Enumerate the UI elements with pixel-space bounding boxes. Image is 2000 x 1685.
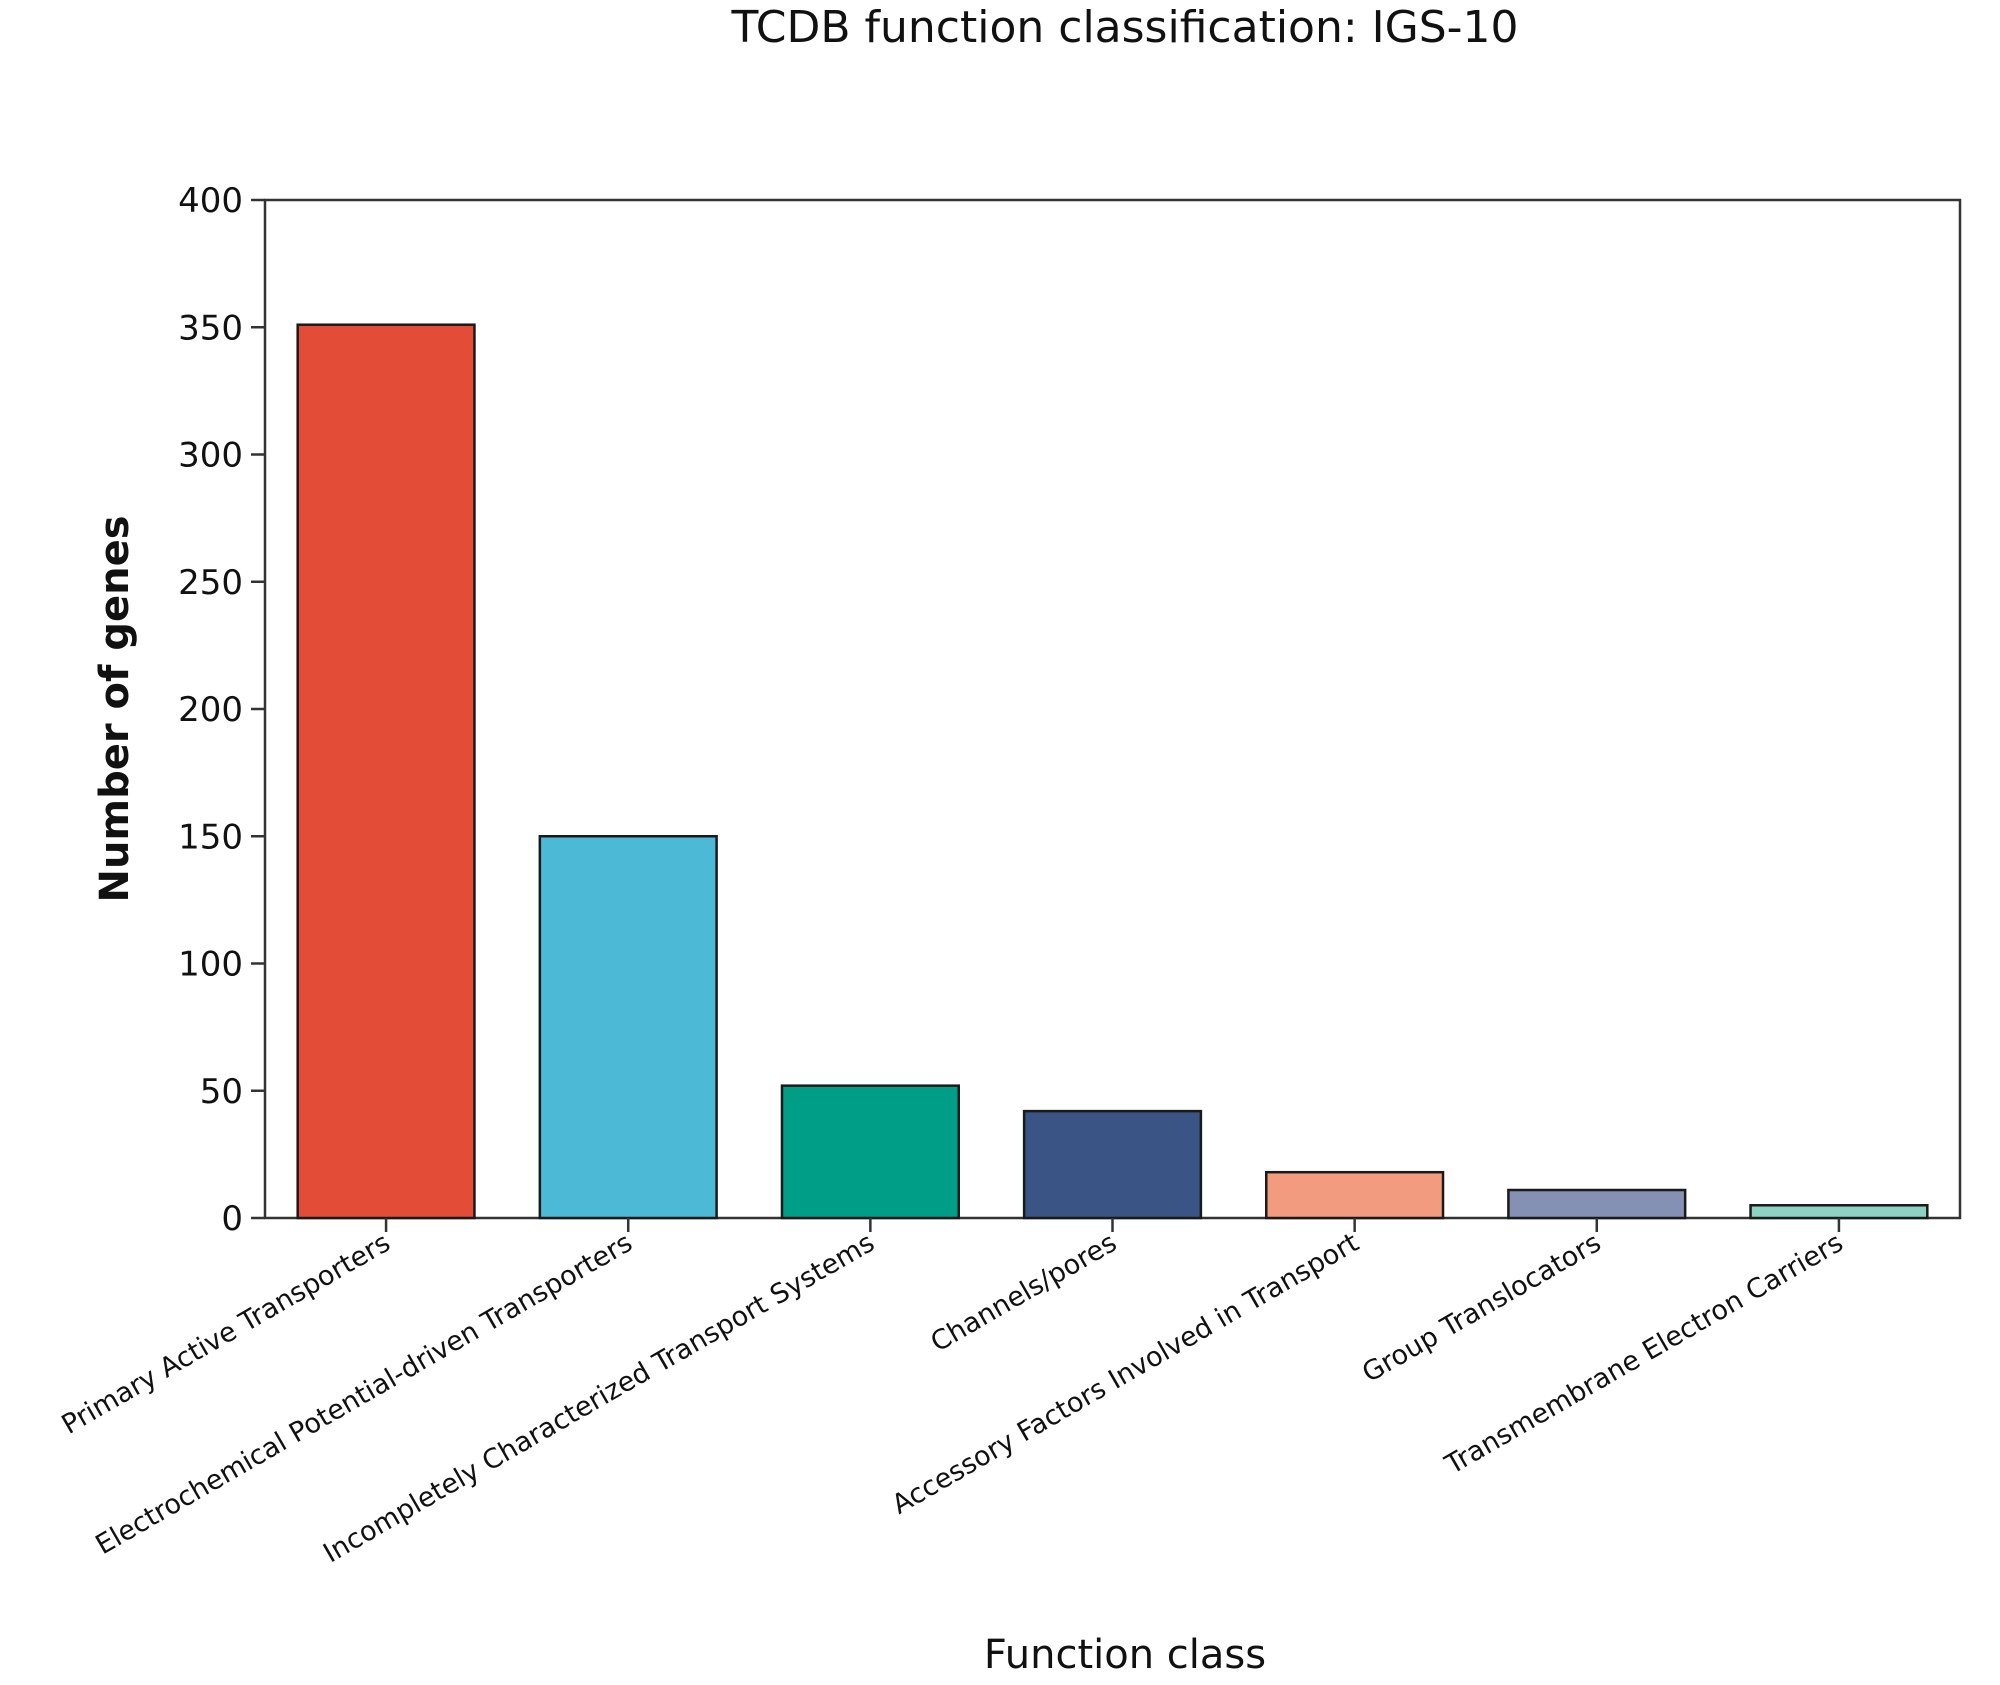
y-tick-label: 300 [178, 436, 243, 476]
bar-group-translocators [1507, 1188, 1687, 1220]
y-tick-label: 50 [200, 1072, 243, 1112]
x-tick-label: Channels/pores [926, 1227, 1122, 1358]
y-tick-label: 350 [178, 308, 243, 348]
x-tick-label: Incompletely Characterized Transport Sys… [318, 1227, 880, 1569]
x-axis-title: Function class [984, 1632, 1266, 1678]
bar-accessory-factors-involved-in-transport [1265, 1170, 1445, 1220]
y-tick-label: 400 [178, 181, 243, 221]
x-axis: Primary Active TransportersElectrochemic… [57, 1218, 1848, 1569]
x-tick-label: Accessory Factors Involved in Transport [887, 1227, 1364, 1520]
y-axis: 0 50 100 150 200 250 300 350 400 [178, 181, 265, 1239]
bar-transmembrane-electron-carriers [1749, 1204, 1929, 1220]
x-tick-label: Group Translocators [1357, 1227, 1606, 1389]
y-tick-label: 0 [221, 1199, 243, 1239]
bar-electrochemical-potential-driven-transporters [538, 835, 718, 1220]
x-tick-label: Electrochemical Potential-driven Transpo… [90, 1227, 637, 1561]
bar-primary-active-transporters [296, 323, 476, 1220]
plot-frame [263, 198, 1962, 1220]
y-tick-label: 200 [178, 690, 243, 730]
y-axis-title: Number of genes [92, 515, 138, 902]
bar-incompletely-characterized-transport-systems [780, 1084, 960, 1220]
bars-group [296, 323, 1929, 1220]
y-tick-label: 150 [178, 817, 243, 857]
chart-title: TCDB function classification: IGS-10 [730, 2, 1518, 53]
y-tick-label: 250 [178, 563, 243, 603]
y-tick-label: 100 [178, 945, 243, 985]
bar-channels-pores [1022, 1109, 1203, 1220]
x-tick-label: Transmembrane Electron Carriers [1439, 1227, 1848, 1481]
